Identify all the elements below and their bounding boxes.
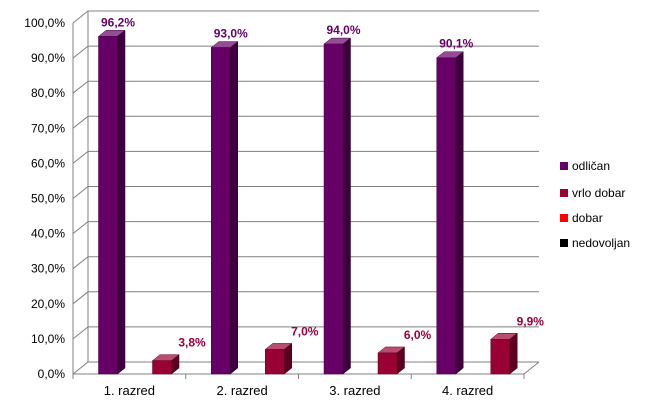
- category-label: 4. razred: [442, 383, 493, 398]
- gridline: [72, 186, 539, 199]
- gridline: [72, 361, 539, 375]
- data-label: 9,9%: [517, 314, 545, 328]
- gridline: [72, 10, 539, 24]
- bar-side: [117, 29, 126, 375]
- category-label: 1. razred: [104, 383, 155, 398]
- bar-side: [455, 51, 464, 375]
- bar-front: [377, 352, 398, 375]
- axes: 0,0% 10,0% 20,0% 30,0% 40,0% 50,0% 60,0% 70,0% 8…: [24, 11, 540, 398]
- legend-swatch: [560, 239, 568, 247]
- data-label: 3,8%: [178, 336, 206, 350]
- legend-swatch: [560, 214, 568, 222]
- bar-side: [342, 37, 351, 375]
- bar-front: [265, 349, 285, 375]
- data-label: 6,0%: [404, 328, 432, 342]
- bar: [264, 342, 293, 375]
- y-tick-label: 70,0%: [31, 121, 65, 135]
- bar: [151, 354, 180, 375]
- bar-front: [211, 47, 231, 375]
- gridline: [72, 80, 539, 94]
- y-tick-label: 90,0%: [31, 51, 65, 65]
- bar: [210, 41, 239, 375]
- legend-swatch: [560, 189, 568, 197]
- gridline: [72, 256, 539, 270]
- y-tick-label: 60,0%: [31, 156, 65, 170]
- y-tick-label: 40,0%: [31, 227, 65, 241]
- y-tick-label: 80,0%: [31, 86, 65, 100]
- y-tick-label: 20,0%: [31, 297, 65, 311]
- legend: odličan vrlo dobar dobar nedovoljan: [560, 159, 630, 250]
- data-label: 93,0%: [214, 27, 248, 41]
- bar: [490, 332, 518, 375]
- gridlines: [72, 10, 539, 375]
- gridline: [72, 150, 539, 164]
- gridline: [72, 115, 539, 129]
- bar: [323, 37, 352, 375]
- data-label: 94,0%: [326, 23, 360, 37]
- gridline: [72, 291, 539, 305]
- bar-side: [509, 332, 518, 375]
- y-tick-label: 50,0%: [31, 192, 65, 206]
- data-label: 7,0%: [291, 324, 319, 338]
- bar: [97, 29, 126, 375]
- bar-front: [323, 43, 344, 375]
- legend-label: nedovoljan: [572, 236, 630, 250]
- bar-front: [436, 57, 456, 375]
- bar-front: [152, 360, 172, 375]
- bar-front: [490, 339, 510, 375]
- y-tick-label: 10,0%: [31, 332, 65, 346]
- legend-label: dobar: [572, 211, 603, 225]
- legend-label: vrlo dobar: [572, 186, 625, 200]
- floor-edge: [523, 361, 540, 375]
- data-label: 90,1%: [439, 37, 473, 51]
- data-label: 96,2%: [101, 15, 135, 29]
- y-tick-label: 0,0%: [38, 367, 66, 381]
- bar: [436, 51, 464, 375]
- bars: [97, 29, 518, 375]
- y-tick-label: 100,0%: [24, 16, 65, 30]
- category-label: 3. razred: [329, 383, 380, 398]
- data-labels: 96,2% 93,0% 94,0% 90,1% 3,8% 7,0% 6,0% 9,9%: [101, 15, 544, 349]
- category-label: 2. razred: [216, 383, 267, 398]
- legend-label: odličan: [572, 159, 610, 173]
- bar-front: [98, 36, 118, 375]
- bar-side: [230, 41, 238, 375]
- y-tick-label: 30,0%: [31, 262, 65, 276]
- legend-swatch: [560, 162, 568, 170]
- gridline: [72, 221, 539, 234]
- bar: [377, 346, 406, 375]
